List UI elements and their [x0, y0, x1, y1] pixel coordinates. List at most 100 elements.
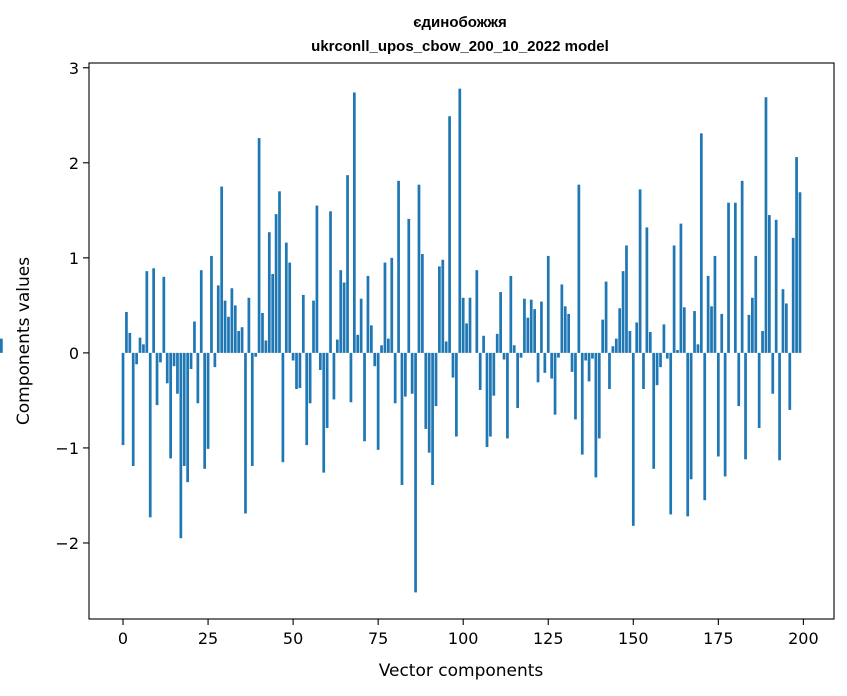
bar-component-85	[410, 352, 414, 394]
bar-component-158	[659, 352, 662, 368]
bar-component-125	[546, 255, 550, 353]
bar-component-56	[312, 300, 315, 353]
bar-component-23	[199, 270, 203, 353]
bar-component-114	[509, 275, 513, 353]
bar-component-91	[431, 352, 434, 485]
bar-component-94	[441, 259, 445, 353]
bar-component-73	[369, 325, 373, 353]
bar-component-4	[135, 352, 138, 365]
x-tick-label: 150	[618, 629, 649, 648]
bar-component-149	[628, 331, 632, 353]
bar-component-108	[489, 352, 492, 437]
bar-component-180	[733, 202, 737, 353]
bar-component-77	[383, 262, 387, 353]
bar-component-32	[230, 288, 234, 353]
bar-component-159	[662, 324, 666, 353]
y-axis-ticks: −2 −1 0 1 2 3	[55, 59, 89, 553]
y-tick-label: −1	[55, 439, 79, 458]
bar-component-185	[751, 297, 754, 353]
bar-component-84	[407, 218, 411, 353]
bar-component-126	[550, 352, 554, 379]
bar-component-184	[747, 314, 751, 353]
bar-component-170	[699, 133, 703, 353]
bar-component-82	[400, 352, 404, 485]
bar-component-98	[455, 352, 458, 437]
x-axis-ticks: 0 25 50 75 100 125 150 175 200	[118, 619, 819, 648]
bar-component-156	[652, 352, 656, 469]
bar-component-102	[468, 297, 472, 353]
bar-component-164	[679, 223, 683, 353]
bar-component-52	[298, 352, 302, 389]
bar-component-143	[608, 352, 611, 389]
bar-component-139	[594, 352, 598, 478]
bar-component-105	[478, 352, 482, 390]
bar-component-67	[349, 352, 353, 403]
bar-component-187	[757, 352, 761, 428]
bar-component-49	[288, 262, 292, 353]
bar-component-33	[233, 305, 237, 353]
bar-component-199	[798, 192, 802, 353]
bar-component-122	[536, 352, 540, 383]
bar-component-92	[434, 352, 438, 407]
bar-component-192	[774, 219, 778, 353]
y-tick-label: 0	[69, 344, 79, 363]
bar-component-99	[458, 88, 462, 353]
bar-component-176	[720, 313, 724, 353]
bar-component-37	[247, 297, 251, 353]
bar-component-134	[577, 184, 581, 353]
bar-component-144	[611, 346, 615, 353]
bar-component-113	[506, 352, 509, 439]
bar-component-198	[795, 157, 798, 353]
bar-component-57	[315, 205, 319, 353]
bar-component-118	[523, 298, 526, 353]
bar-component-50	[291, 352, 295, 361]
bar-component-100	[461, 297, 465, 353]
bar-component-142	[604, 281, 608, 353]
x-tick-label: 125	[533, 629, 564, 648]
bar-component-120	[529, 299, 533, 353]
x-tick-label: 0	[118, 629, 128, 648]
y-tick-label: −2	[55, 534, 79, 553]
bar-component-55	[308, 352, 312, 404]
bar-component-26	[210, 255, 213, 353]
bar-component-58	[318, 352, 322, 370]
bar-component-17	[179, 352, 183, 539]
bar-component-191	[771, 352, 775, 394]
bar-component-22	[196, 352, 200, 404]
x-tick-label: 50	[283, 629, 303, 648]
bar-component-61	[329, 211, 332, 353]
bar-component-30	[223, 300, 227, 353]
bar-component-83	[404, 352, 407, 397]
bar-component-48	[284, 242, 288, 353]
bar-component-88	[421, 254, 424, 353]
bar-component-53	[301, 294, 305, 353]
bar-component-146	[618, 308, 622, 353]
bar-component-135	[580, 352, 584, 455]
bar-component-121	[533, 309, 536, 353]
bar-component-8	[148, 352, 152, 518]
y-axis-label: Components values	[14, 257, 34, 425]
bar-component-60	[325, 352, 329, 428]
bar-component-127	[553, 352, 557, 415]
bar-component-169	[696, 344, 700, 353]
bar-component-97	[451, 352, 455, 378]
bar-component-21	[193, 321, 196, 353]
bar-component-173	[710, 306, 713, 353]
y-tick-label: 2	[69, 154, 79, 173]
x-tick-label: 200	[788, 629, 819, 648]
bar-component-197	[791, 237, 795, 353]
bar-component-163	[676, 350, 679, 353]
bar-component-80	[393, 352, 397, 404]
bar-component-172	[706, 275, 710, 353]
bar-component-116	[516, 352, 519, 408]
bar-component-124	[543, 352, 547, 373]
bar-component-64	[339, 270, 343, 353]
bar-component-165	[682, 307, 686, 353]
bar-component-128	[557, 352, 560, 358]
bar-component-145	[614, 338, 618, 353]
bar-component-95	[444, 341, 448, 353]
bar-component-19	[186, 352, 190, 483]
bar-component-155	[648, 331, 652, 353]
bar-component-72	[366, 275, 370, 353]
bar-component-147	[621, 271, 625, 353]
